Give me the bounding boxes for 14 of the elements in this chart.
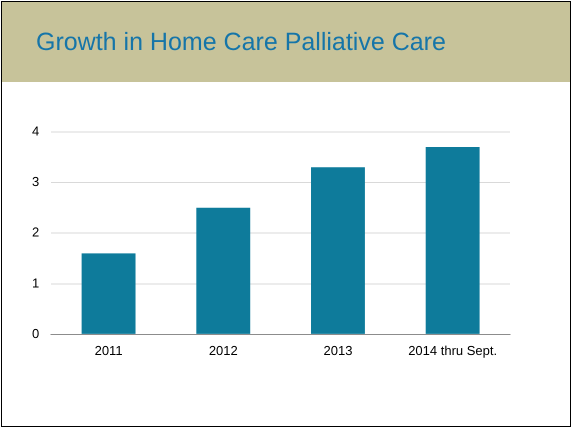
y-tick-label: 1 [32,275,40,290]
x-tick-label: 2011 [94,342,123,358]
bar [426,146,480,334]
x-tick-label: 2012 [208,342,238,358]
chart-title: Growth in Home Care Palliative Care [36,28,446,57]
y-tick-label: 2 [32,224,40,240]
y-tick-label: 4 [32,123,40,138]
bar [196,208,250,334]
y-tick-label: 0 [32,326,40,341]
x-tick-label: 2014 thru Sept. [408,342,498,358]
x-tick-label: 2013 [324,342,352,358]
bar [82,253,136,334]
bar [311,167,365,334]
y-tick-label: 3 [32,174,40,190]
